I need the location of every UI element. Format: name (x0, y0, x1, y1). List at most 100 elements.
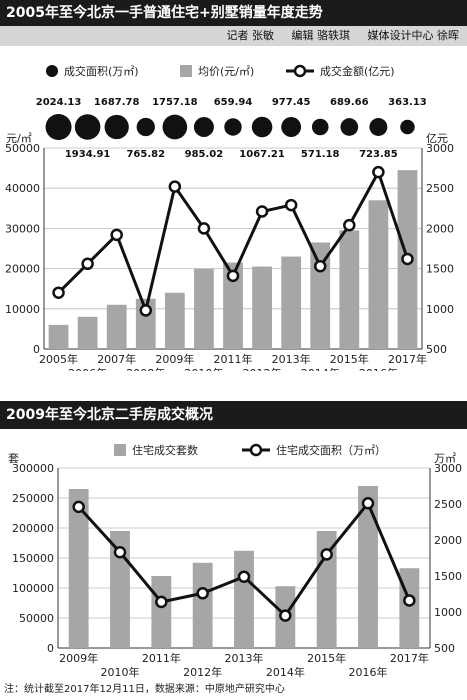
bubble-label: 689.66 (330, 97, 369, 108)
x-tick-label: 2015年 (330, 352, 369, 366)
line-point (320, 548, 333, 561)
legend-line-marker (249, 443, 263, 457)
bubble-label: 571.18 (301, 149, 340, 160)
right-tick-label: 1000 (434, 606, 462, 619)
right-tick-label: 3000 (434, 462, 462, 475)
credit-designer: 媒体设计中心 徐晖 (367, 29, 460, 42)
left-tick-label: 0 (33, 343, 40, 356)
right-unit: 亿元 (426, 132, 448, 145)
left-tick-label: 300000 (12, 462, 54, 475)
area-bubble (74, 114, 101, 140)
bubble-label: 985.02 (185, 149, 224, 160)
area-bubble (162, 114, 188, 140)
line-point (403, 594, 416, 607)
credits: 记者 张敏 编辑 骆轶琪 媒体设计中心 徐晖 (0, 26, 467, 46)
bar (68, 489, 89, 648)
left-tick-label: 150000 (12, 552, 54, 565)
bubble-label: 765.82 (126, 149, 165, 160)
bubble-label: 2024.13 (36, 97, 82, 108)
area-bubble (193, 117, 214, 137)
right-tick-label: 500 (426, 343, 447, 356)
right-unit: 万㎡ (434, 452, 456, 465)
right-tick-label: 1000 (426, 303, 454, 316)
x-tick-label: 2013年 (225, 651, 264, 665)
legend-label: 均价(元/㎡) (198, 65, 254, 78)
x-tick-label: 2006年 (68, 366, 107, 371)
x-tick-label: 2005年 (39, 352, 78, 366)
x-tick-label: 2017年 (390, 651, 429, 665)
right-tick-label: 2000 (426, 222, 454, 235)
left-tick-label: 30000 (5, 222, 40, 235)
line-point (168, 180, 182, 193)
line-point (197, 222, 211, 235)
x-tick-label: 2015年 (307, 651, 346, 665)
bar (399, 568, 420, 648)
x-tick-label: 2016年 (359, 366, 398, 371)
line-point (255, 205, 269, 218)
left-tick-label: 20000 (5, 263, 40, 276)
x-tick-label: 2013年 (272, 352, 311, 366)
bar (223, 262, 243, 349)
area-bubble (136, 117, 155, 137)
right-tick-label: 1500 (434, 570, 462, 583)
area-bubble (311, 118, 329, 136)
bar (358, 486, 378, 648)
legend-label: 成交金额(亿元) (320, 64, 395, 78)
line-point (139, 304, 153, 317)
area-bubble (45, 114, 72, 140)
left-tick-label: 200000 (12, 522, 54, 535)
credit-reporter: 记者 张敏 (226, 29, 275, 42)
legend-bar-icon (114, 444, 126, 456)
legend-bubble-icon (46, 65, 58, 77)
right-tick-label: 3000 (426, 142, 454, 155)
line-point (237, 570, 251, 583)
chart1-title: 2005年至今北京一手普通住宅+别墅销量年度走势 (0, 0, 467, 26)
area-bubble (340, 118, 359, 136)
right-tick-label: 2000 (434, 534, 462, 547)
chart2-title: 2009年至今北京二手房成交概况 (0, 401, 467, 429)
left-tick-label: 10000 (5, 303, 40, 316)
line-point (279, 609, 292, 622)
line-point (401, 252, 414, 266)
area-bubble (251, 116, 273, 138)
x-tick-label: 2017年 (388, 352, 427, 366)
x-tick-label: 2011年 (142, 651, 181, 665)
chart2: 住宅成交套数 住宅成交面积（万㎡） 0 50000 100000 150000 200000… (8, 443, 462, 679)
area-bubble (281, 117, 302, 137)
bar (234, 550, 254, 648)
line-point (361, 497, 375, 510)
x-tick-label: 2010年 (184, 366, 223, 371)
area-bubble (104, 114, 129, 140)
legend-label: 成交面积(万㎡) (64, 64, 139, 78)
bar (339, 230, 360, 349)
bar (192, 562, 213, 648)
right-tick-label: 1500 (426, 263, 454, 276)
bar (368, 200, 389, 349)
line-point (155, 595, 168, 609)
x-tick-label: 2007年 (97, 352, 136, 366)
line-point (113, 545, 127, 559)
line-point (81, 257, 94, 271)
left-tick-label: 40000 (5, 182, 40, 195)
legend-label: 住宅成交套数 (132, 443, 198, 457)
x-tick-label: 2009年 (155, 352, 194, 366)
x-tick-label: 2008年 (126, 366, 165, 371)
chart1: 成交面积(万㎡) 均价(元/㎡) 成交金额(亿元) 0 10000 20000 30000 4… (5, 64, 454, 371)
bubble-label: 977.45 (272, 97, 311, 108)
x-tick-label: 2014年 (266, 665, 305, 679)
bar (194, 268, 214, 349)
left-tick-label: 50000 (19, 612, 54, 625)
left-unit: 套 (8, 452, 19, 465)
bubble-label: 363.13 (388, 97, 427, 108)
line-point (226, 269, 240, 283)
bar (106, 304, 127, 349)
x-tick-label: 2012年 (183, 665, 222, 679)
bubble-label: 1757.18 (152, 97, 198, 108)
x-tick-label: 2012年 (243, 366, 282, 371)
bubble-label: 1934.91 (65, 149, 111, 160)
footnote: 注：统计截至2017年12月11日，数据来源：中原地产研究中心 (4, 684, 285, 695)
bar (281, 256, 302, 349)
left-tick-label: 0 (47, 642, 54, 655)
x-tick-label: 2010年 (101, 665, 140, 679)
